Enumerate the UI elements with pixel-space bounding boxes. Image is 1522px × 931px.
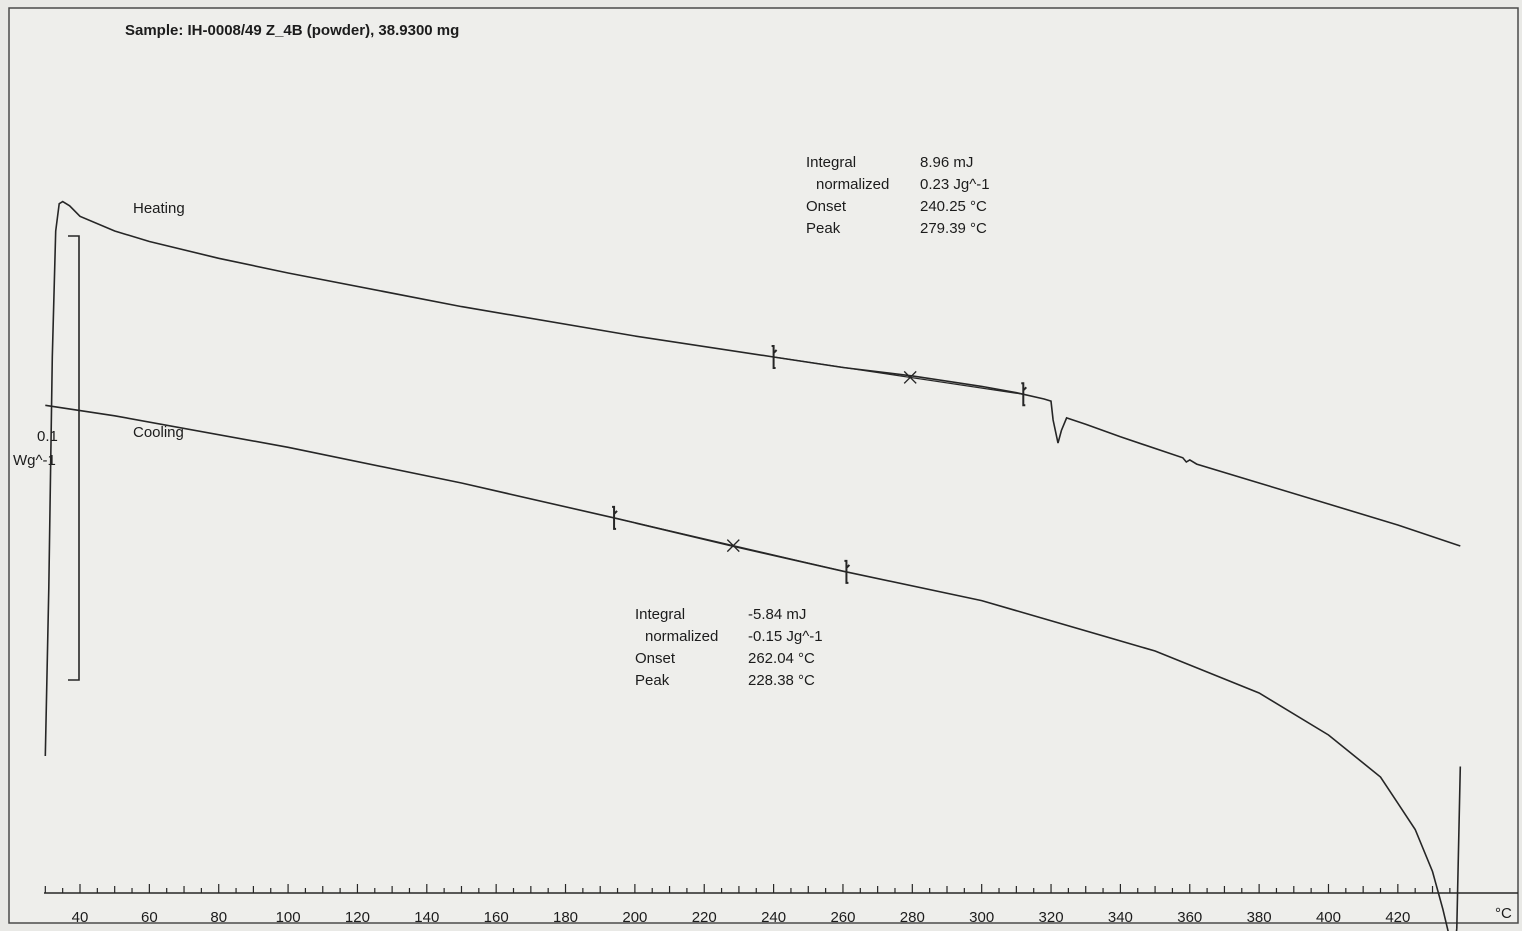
chart-title: Sample: IH-0008/49 Z_4B (powder), 38.930… (125, 22, 459, 39)
heating-onset-value: 240.25 °C (920, 198, 987, 215)
series-heating-line (44, 200, 1461, 757)
x-tick-label: 280 (900, 909, 925, 926)
cooling-results-box: Integral -5.84 mJ normalized -0.15 Jg^-1… (635, 606, 823, 689)
x-tick-label: 100 (276, 909, 301, 926)
x-tick-label: 320 (1039, 909, 1064, 926)
x-axis: °C 40 60 80 100 120 140 160 180 200 220 240 260 280 3… (44, 884, 1518, 926)
x-tick-label: 160 (484, 909, 509, 926)
series-label-cooling: Cooling (133, 424, 184, 441)
heating-normalized-value: 0.23 Jg^-1 (920, 176, 990, 193)
heating-baseline (773, 356, 1024, 395)
cooling-limit-marker (612, 505, 618, 530)
heating-results-box: Integral 8.96 mJ normalized 0.23 Jg^-1 O… (806, 154, 990, 237)
integration-markers (612, 345, 1028, 584)
x-tick-label: 200 (622, 909, 647, 926)
scale-bar-value: 0.1 (37, 428, 58, 445)
x-tick-label: 380 (1247, 909, 1272, 926)
heating-peak-marker (903, 370, 917, 384)
cooling-normalized-label: normalized (645, 628, 718, 645)
x-tick-label: 40 (72, 909, 89, 926)
x-axis-unit: °C (1495, 905, 1512, 922)
series-cooling-line (45, 404, 1462, 931)
x-tick-label: 340 (1108, 909, 1133, 926)
x-tick-label: 220 (692, 909, 717, 926)
x-tick-label: 60 (141, 909, 158, 926)
heating-limit-marker (771, 345, 778, 369)
cooling-normalized-value: -0.15 Jg^-1 (748, 628, 823, 645)
x-tick-label: 180 (553, 909, 578, 926)
cooling-peak-value: 228.38 °C (748, 672, 815, 689)
heating-onset-label: Onset (806, 198, 847, 215)
series-label-heating: Heating (133, 200, 185, 217)
x-tick-label: 80 (210, 909, 227, 926)
heating-integral-value: 8.96 mJ (920, 154, 973, 171)
cooling-onset-label: Onset (635, 650, 676, 667)
x-tick-label: 140 (414, 909, 439, 926)
plot-frame (8, 7, 1519, 924)
x-tick-label: 420 (1385, 909, 1410, 926)
series-layer (44, 200, 1462, 931)
heating-limit-marker (1021, 382, 1028, 407)
cooling-baseline (613, 517, 847, 573)
cooling-peak-label: Peak (635, 672, 670, 689)
x-tick-label: 240 (761, 909, 786, 926)
cooling-onset-value: 262.04 °C (748, 650, 815, 667)
x-tick-label: 360 (1177, 909, 1202, 926)
cooling-integral-label: Integral (635, 606, 685, 623)
heating-peak-label: Peak (806, 220, 841, 237)
scale-bar-unit: Wg^-1 (13, 452, 56, 469)
cooling-limit-marker (844, 559, 851, 584)
scale-bar: 0.1 Wg^-1 (13, 235, 80, 681)
cooling-peak-marker (726, 539, 740, 553)
x-tick-label: 120 (345, 909, 370, 926)
heating-normalized-label: normalized (816, 176, 889, 193)
x-tick-label: 400 (1316, 909, 1341, 926)
x-tick-label: 300 (969, 909, 994, 926)
x-tick-label: 260 (830, 909, 855, 926)
cooling-integral-value: -5.84 mJ (748, 606, 806, 623)
heating-integral-label: Integral (806, 154, 856, 171)
heating-peak-value: 279.39 °C (920, 220, 987, 237)
